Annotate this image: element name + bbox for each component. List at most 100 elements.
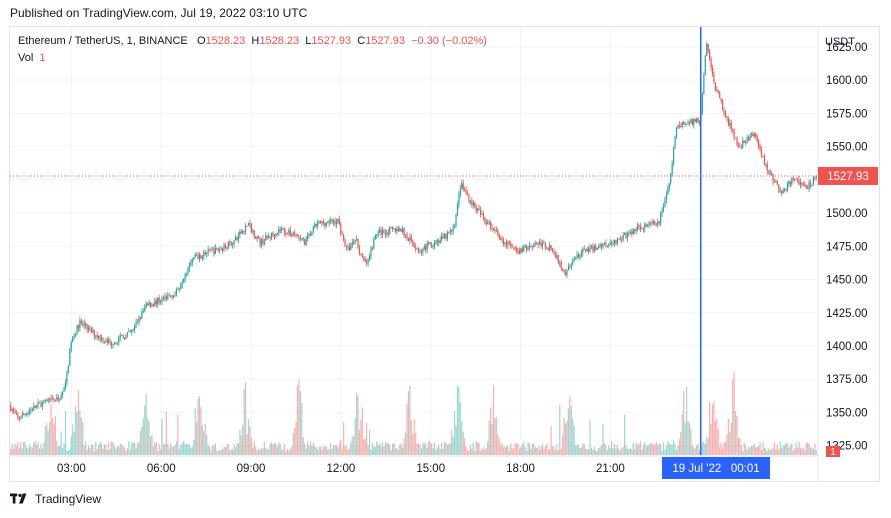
volume-bar <box>141 426 143 455</box>
candle-body <box>462 183 464 190</box>
volume-bar <box>198 396 201 455</box>
candle-body <box>154 300 156 306</box>
candle-body <box>321 221 323 224</box>
volume-bar <box>776 444 778 455</box>
price-tick-label: 1600.00 <box>826 75 868 87</box>
volume-bar <box>426 447 428 455</box>
volume-bar <box>337 447 339 455</box>
candle-body <box>657 221 659 225</box>
volume-bar <box>157 450 159 455</box>
volume-bar <box>253 441 255 455</box>
candle-body <box>364 260 366 262</box>
volume-bar <box>257 448 260 455</box>
candle-body <box>76 325 78 334</box>
volume-bar <box>103 444 105 455</box>
price-tick-label: 1350.00 <box>826 407 868 419</box>
candle-body <box>632 229 634 234</box>
volume-bar <box>609 448 611 455</box>
volume-bar <box>684 423 686 455</box>
volume-bar <box>17 441 19 455</box>
candle-body <box>113 342 116 345</box>
candle-body <box>518 250 521 254</box>
volume-badge: 1 <box>826 446 840 458</box>
volume-bar <box>147 418 149 455</box>
candle-body <box>755 133 757 137</box>
volume-bar <box>691 445 693 455</box>
candle-body <box>530 245 532 247</box>
price-axis-labels: 1625.001600.001575.001550.001525.001500.… <box>826 42 868 453</box>
candle-body <box>131 330 133 333</box>
volume-bar <box>226 444 228 455</box>
candle-body <box>433 243 435 247</box>
volume-bar <box>245 382 247 455</box>
candle-body <box>768 170 770 172</box>
volume-bar <box>796 447 799 455</box>
candle-body <box>466 193 469 196</box>
volume-bar <box>31 447 33 455</box>
candle-body <box>393 228 395 230</box>
volume-bar <box>181 443 183 455</box>
volume-bar <box>219 450 221 455</box>
volume-bar <box>304 443 306 455</box>
volume-bar <box>314 446 316 455</box>
candle-body <box>436 240 438 244</box>
candle-body <box>240 231 242 234</box>
candle-body <box>325 222 327 227</box>
volume-bar <box>766 450 768 455</box>
volume-bar <box>449 442 451 455</box>
candle-body <box>119 335 121 338</box>
volume-bar <box>611 441 613 455</box>
volume-bar <box>698 450 701 455</box>
volume-bar <box>703 441 705 455</box>
candle-body <box>694 119 696 122</box>
volume-bar <box>446 444 448 455</box>
candle-body <box>730 122 732 130</box>
volume-bar <box>448 444 450 455</box>
candle-body <box>760 150 763 157</box>
chart-frame[interactable] <box>9 26 880 482</box>
volume-bar <box>393 442 395 455</box>
candle-body <box>521 248 523 252</box>
candle-body <box>327 222 329 224</box>
candle-body <box>110 341 113 345</box>
volume-bar <box>736 416 738 455</box>
volume-bar <box>338 443 340 455</box>
volume-bar <box>468 449 470 455</box>
candle-body <box>322 221 325 224</box>
candle-body <box>211 249 214 251</box>
candle-body <box>96 335 98 338</box>
volume-bar <box>315 447 317 455</box>
candle-body <box>348 246 350 251</box>
candle-body <box>278 229 280 233</box>
tradingview-branding[interactable]: TradingView <box>10 492 101 506</box>
volume-bar <box>379 443 381 455</box>
volume-bar <box>598 448 600 455</box>
candle-body <box>275 234 277 237</box>
close-value: 1527.93 <box>365 35 405 47</box>
volume-value: 1 <box>39 52 46 64</box>
candle-body <box>690 119 692 124</box>
time-tick-label: 06:00 <box>147 463 176 475</box>
volume-bar <box>412 433 414 455</box>
volume-bar <box>807 442 809 455</box>
candle-body <box>151 304 153 307</box>
volume-bar <box>40 443 42 455</box>
volume-bar <box>726 434 728 455</box>
volume-bar <box>410 419 412 455</box>
candle-body <box>47 399 49 401</box>
candle-body <box>162 297 165 299</box>
volume-bar <box>632 443 634 455</box>
volume-bar <box>366 423 368 455</box>
symbol-title[interactable]: Ethereum / TetherUS, 1, BINANCE <box>18 35 188 47</box>
candle-body <box>158 297 160 302</box>
volume-bar <box>278 442 280 455</box>
volume-bar <box>502 446 505 455</box>
volume-bar <box>154 442 156 455</box>
candle-body <box>268 236 270 238</box>
volume-bar <box>706 436 708 455</box>
volume-bar <box>636 445 639 455</box>
candle-body <box>357 239 359 249</box>
candle-body <box>546 247 548 249</box>
candle-body <box>168 295 170 297</box>
